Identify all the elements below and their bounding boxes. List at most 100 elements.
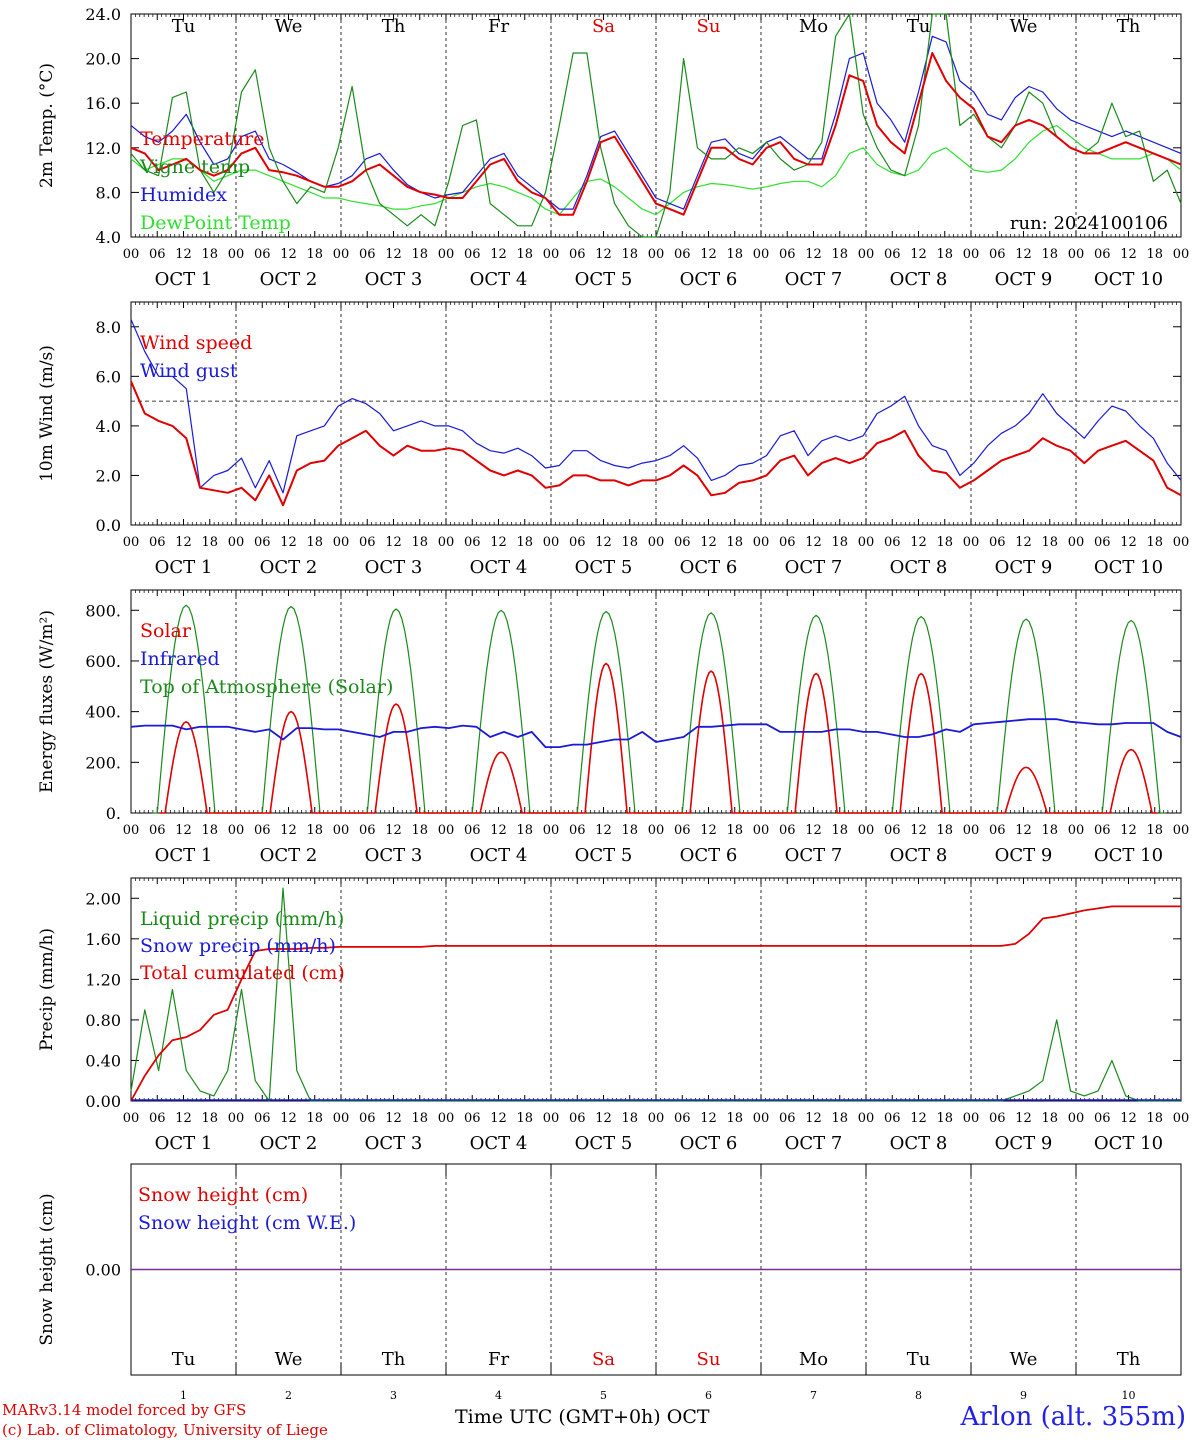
hour-label: 18 (1146, 247, 1163, 262)
hour-label: 12 (1120, 823, 1137, 838)
hour-label: 12 (595, 823, 612, 838)
station-name: Arlon (alt. 355m) (960, 1402, 1186, 1432)
y-tick-label: 8.0 (96, 318, 121, 337)
hour-label: 06 (674, 1111, 691, 1126)
day-letter-bottom: Sa (592, 1349, 615, 1370)
hour-label: 00 (123, 247, 140, 262)
y-tick-label: 4.0 (96, 417, 121, 436)
y-tick-label: 0.40 (85, 1051, 121, 1070)
date-label: OCT 8 (890, 269, 948, 290)
hour-label: 12 (175, 823, 192, 838)
hour-label: 06 (779, 535, 796, 550)
hour-label: 18 (621, 1111, 638, 1126)
date-label: OCT 9 (995, 269, 1053, 290)
y-tick-label: 6.0 (96, 367, 121, 386)
hour-label: 18 (1041, 823, 1058, 838)
day-number: 8 (915, 1389, 922, 1400)
y-tick-label: 8.0 (96, 183, 121, 202)
hour-label: 18 (516, 535, 533, 550)
hour-label: 12 (910, 535, 927, 550)
day-number: 2 (285, 1389, 292, 1400)
date-label: OCT 2 (260, 845, 318, 866)
hour-label: 00 (753, 1111, 770, 1126)
hour-label: 18 (936, 1111, 953, 1126)
hour-label: 06 (884, 535, 901, 550)
day-letter: Th (1117, 16, 1141, 37)
date-label: OCT 2 (260, 557, 318, 578)
hour-label: 06 (569, 1111, 586, 1126)
hour-label: 12 (805, 1111, 822, 1126)
hour-label: 18 (1041, 535, 1058, 550)
hour-label: 00 (543, 1111, 560, 1126)
series-dewpoint-temp (130, 124, 1182, 216)
hour-label: 18 (306, 823, 323, 838)
day-letter: Mo (799, 16, 828, 37)
day-letter-bottom: Mo (799, 1349, 828, 1370)
hour-label: 18 (306, 535, 323, 550)
date-label: OCT 4 (470, 1133, 528, 1154)
hour-label: 18 (936, 247, 953, 262)
hour-label: 18 (516, 247, 533, 262)
hour-label: 12 (700, 535, 717, 550)
legend-entry: Solar (140, 620, 192, 642)
hour-label: 06 (884, 823, 901, 838)
hour-label: 12 (595, 247, 612, 262)
date-label: OCT 3 (365, 557, 423, 578)
day-letter-bottom: Th (382, 1349, 406, 1370)
hour-label: 00 (438, 823, 455, 838)
date-label: OCT 1 (155, 845, 213, 866)
day-letter: Tu (172, 16, 196, 37)
hour-label: 18 (726, 247, 743, 262)
hour-label: 18 (1041, 247, 1058, 262)
hour-label: 12 (700, 247, 717, 262)
hour-label: 18 (201, 1111, 218, 1126)
hour-label: 18 (726, 823, 743, 838)
hour-label: 18 (306, 1111, 323, 1126)
legend-entry: Top of Atmosphere (Solar) (140, 676, 393, 698)
x-axis-title-text: Time UTC (GMT+0h) (455, 1406, 661, 1428)
hour-label: 06 (569, 823, 586, 838)
model-credit: MARv3.14 model forced by GFS (2, 1401, 247, 1419)
lab-credit: (c) Lab. of Climatology, University of L… (2, 1421, 328, 1439)
date-label: OCT 5 (575, 269, 633, 290)
date-label: OCT 6 (680, 845, 738, 866)
day-letter-bottom: We (1010, 1349, 1038, 1370)
hour-label: 06 (254, 247, 271, 262)
hour-label: 18 (831, 247, 848, 262)
hour-label: 06 (149, 247, 166, 262)
hour-label: 00 (1173, 1111, 1190, 1126)
hour-label: 06 (674, 823, 691, 838)
hour-label: 12 (385, 1111, 402, 1126)
y-axis-label: Snow height (cm) (37, 1193, 57, 1345)
hour-label: 18 (831, 823, 848, 838)
hour-label: 18 (1146, 823, 1163, 838)
hour-label: 06 (569, 535, 586, 550)
hour-label: 00 (438, 535, 455, 550)
series-wind-speed (130, 380, 1182, 507)
hour-label: 00 (1173, 823, 1190, 838)
hour-label: 12 (385, 535, 402, 550)
hour-label: 06 (1094, 1111, 1111, 1126)
date-label: OCT 10 (1094, 557, 1163, 578)
hour-label: 00 (1068, 1111, 1085, 1126)
hour-label: 06 (464, 535, 481, 550)
date-label: OCT 10 (1094, 1133, 1163, 1154)
hour-label: 06 (779, 247, 796, 262)
date-label: OCT 2 (260, 1133, 318, 1154)
hour-label: 00 (543, 535, 560, 550)
y-tick-label: 800. (85, 601, 121, 620)
hour-label: 06 (359, 1111, 376, 1126)
y-tick-label: 1.60 (85, 930, 121, 949)
hour-label: 06 (989, 1111, 1006, 1126)
hour-label: 12 (1015, 247, 1032, 262)
hour-label: 12 (805, 247, 822, 262)
day-letter: We (1010, 16, 1038, 37)
date-label: OCT 3 (365, 269, 423, 290)
date-label: OCT 6 (680, 557, 738, 578)
hour-label: 12 (490, 535, 507, 550)
y-tick-label: 0.00 (85, 1092, 121, 1111)
hour-label: 06 (359, 247, 376, 262)
hour-label: 00 (858, 247, 875, 262)
legend-entry: Liquid precip (mm/h) (140, 908, 344, 930)
y-tick-label: 12.0 (85, 139, 121, 158)
